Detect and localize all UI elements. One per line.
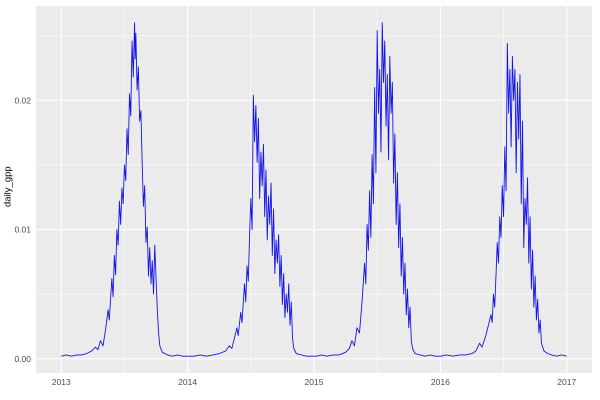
y-tick-label: 0.02 bbox=[14, 95, 31, 105]
y-tick-label: 0.01 bbox=[14, 225, 31, 235]
x-tick-label: 2017 bbox=[557, 377, 576, 387]
x-tick-label: 2013 bbox=[52, 377, 71, 387]
data-line bbox=[61, 22, 567, 357]
x-tick-label: 2016 bbox=[431, 377, 450, 387]
y-axis-title: daily_gpp bbox=[2, 166, 14, 207]
y-tick-label: 0.00 bbox=[14, 354, 31, 364]
x-tick-label: 2014 bbox=[178, 377, 197, 387]
x-tick-label: 2015 bbox=[305, 377, 324, 387]
